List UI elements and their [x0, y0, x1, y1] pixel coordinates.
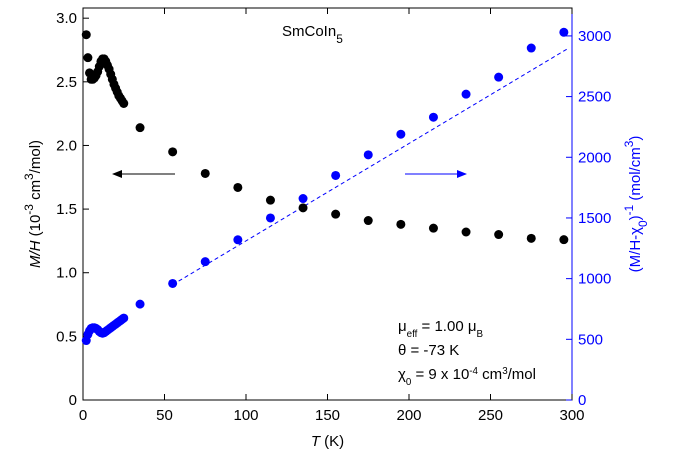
annotation-part: χ	[398, 366, 406, 383]
point	[396, 219, 406, 229]
x-tick-label: 50	[156, 407, 173, 424]
x-tick-label: 150	[315, 407, 340, 424]
point	[233, 235, 243, 245]
y-axis-label-part: 3	[22, 173, 36, 180]
point	[331, 170, 341, 180]
point	[428, 223, 438, 233]
y-axis-label: M/H (10-3 cm3/mol)	[22, 140, 44, 268]
annotation-part: 0	[406, 377, 412, 388]
x-axis-label: T (K)	[311, 433, 344, 450]
x-tick-label: 100	[233, 407, 258, 424]
y-tick-label: 2.5	[56, 74, 77, 91]
point	[83, 53, 93, 63]
point	[119, 98, 129, 108]
x-tick-label: 250	[478, 407, 503, 424]
point	[298, 203, 308, 213]
y-tick-label: 3.0	[56, 10, 77, 27]
point	[119, 313, 129, 323]
y2-axis-label-part: (M/H-χ	[627, 227, 644, 272]
point	[396, 129, 406, 139]
y2-tick-label: 1000	[578, 271, 611, 288]
point	[526, 233, 536, 243]
point	[494, 72, 504, 82]
annotation-part: B	[476, 329, 483, 340]
y-axis-label-part: M/H	[27, 240, 44, 268]
point	[363, 216, 373, 226]
y2-tick-label: 1500	[578, 210, 611, 227]
y2-tick-label: 2500	[578, 89, 611, 106]
point	[168, 147, 178, 157]
annotation-part: θ = -73 K	[398, 342, 459, 359]
annotation-part: eff	[407, 329, 418, 340]
y2-tick-label: 0	[578, 392, 586, 409]
y2-axis-label-part: -1	[622, 204, 636, 215]
y2-tick-label: 3000	[578, 28, 611, 45]
y2-tick-label: 2000	[578, 149, 611, 166]
y-tick-label: 0.5	[56, 328, 77, 345]
y-axis-label-part: cm	[27, 180, 44, 204]
y2-axis-label-part: (mol/cm	[627, 147, 644, 205]
x-tick-label: 200	[396, 407, 421, 424]
point	[461, 227, 471, 237]
x-axis-label-part: (K)	[320, 433, 344, 450]
point	[233, 182, 243, 192]
y2-axis-label-part: 0	[636, 220, 650, 227]
point	[200, 168, 210, 178]
y-tick-label: 1.5	[56, 201, 77, 218]
chart-title-part: SmCoIn	[282, 23, 336, 40]
annotation-part: -4	[469, 366, 478, 377]
annotation-part: cm	[478, 366, 502, 383]
point	[559, 235, 569, 245]
y-tick-label: 1.0	[56, 265, 77, 282]
y-tick-label: 0	[69, 392, 77, 409]
y-axis-label-part: /mol)	[27, 140, 44, 173]
y2-axis-label-part: )	[627, 215, 644, 220]
x-tick-label: 300	[559, 407, 584, 424]
point	[200, 257, 210, 267]
plot-frame	[82, 7, 573, 401]
x-tick-label: 0	[79, 407, 87, 424]
point	[265, 195, 275, 205]
annotation: μeff = 1.00 μB	[398, 318, 483, 340]
y2-tick-label: 500	[578, 331, 603, 348]
y-axis-label-part: -3	[22, 204, 36, 215]
x-axis-label-part: T	[311, 433, 322, 450]
point	[363, 150, 373, 160]
point	[265, 213, 275, 223]
point	[168, 278, 178, 288]
point	[559, 27, 569, 37]
point	[526, 43, 536, 53]
y2-axis-label: (M/H-χ0)-1 (mol/cm3)	[622, 136, 650, 273]
annotation: χ0 = 9 x 10-4 cm3/mol	[398, 366, 536, 388]
point	[428, 112, 438, 122]
point	[135, 123, 145, 133]
point	[81, 30, 91, 40]
point	[461, 89, 471, 99]
chart-title-part: 5	[336, 32, 343, 46]
annotation: θ = -73 K	[398, 342, 459, 359]
annotation-part: = 1.00 μ	[417, 318, 476, 335]
y-axis-label-part: (10	[27, 215, 44, 241]
point	[135, 299, 145, 309]
y2-axis-label-part: )	[627, 136, 644, 141]
chart-title: SmCoIn5	[282, 23, 343, 46]
annotation-part: 3	[502, 366, 508, 377]
point	[331, 209, 341, 219]
fit-line	[172, 47, 569, 286]
y-tick-label: 2.0	[56, 137, 77, 154]
annotation-part: = 9 x 10	[411, 366, 469, 383]
annotation-part: /mol	[508, 366, 536, 383]
point	[298, 194, 308, 204]
point	[494, 230, 504, 240]
annotation-part: μ	[398, 318, 407, 335]
y2-axis-label-part: 3	[622, 140, 636, 147]
